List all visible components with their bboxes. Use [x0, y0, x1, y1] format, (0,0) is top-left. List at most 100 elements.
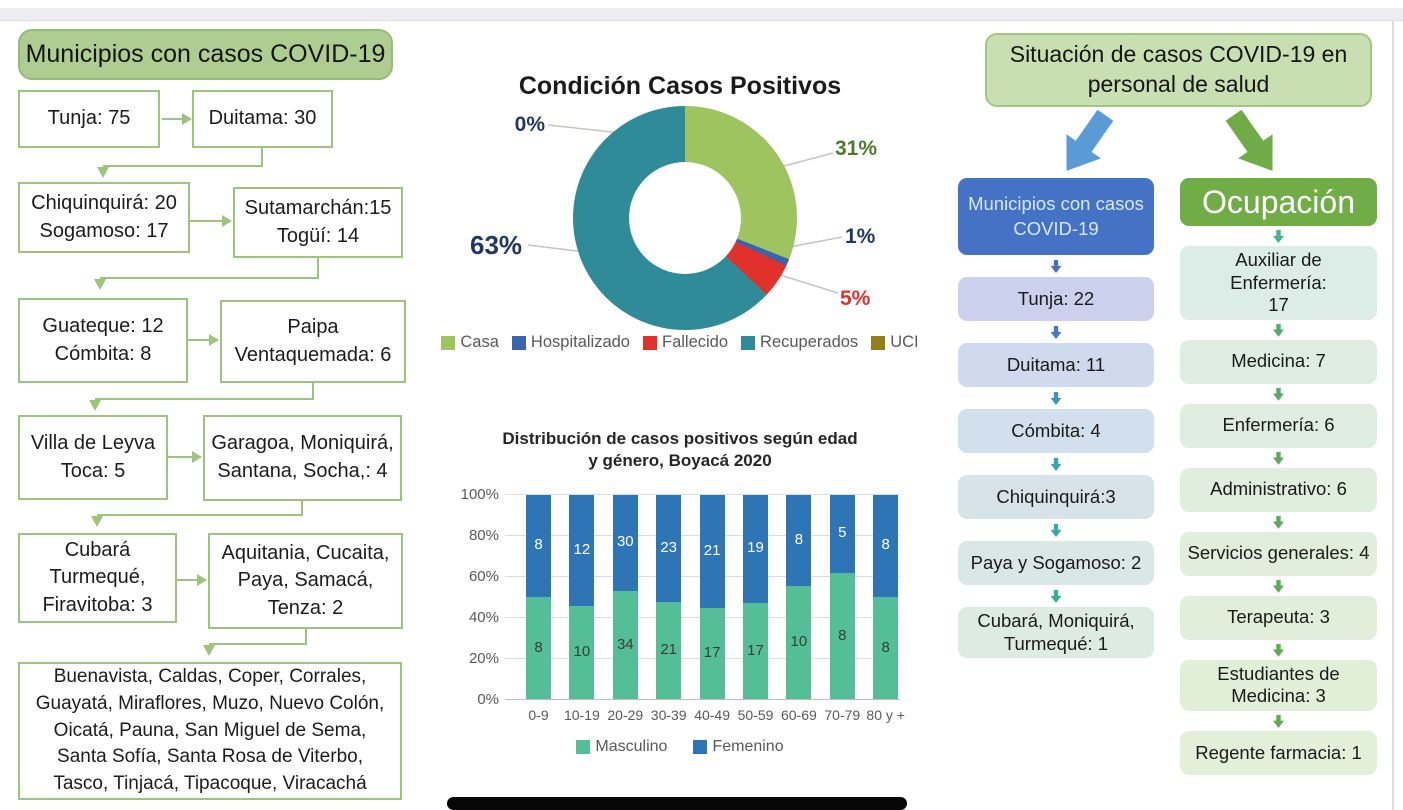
arrow-down-icon — [89, 400, 101, 411]
list-item: Cubará, Moniquirá, Turmequé: 1 — [958, 607, 1154, 659]
flow-node-other-municipios: Buenavista, Caldas, Coper, Corrales, Gua… — [18, 662, 402, 800]
flow-connector — [301, 501, 303, 516]
chain-item: Medicina: 7 — [1180, 320, 1377, 384]
bar-segment-femenino — [829, 495, 855, 574]
chain-item: Paya y Sogamoso: 2 — [958, 519, 1154, 585]
masculino-value-label: 8 — [881, 638, 890, 656]
femenino-value-label: 5 — [838, 524, 847, 542]
y-axis-tick: 40% — [468, 609, 499, 626]
legend-label: Fallecido — [661, 333, 729, 351]
flow-connector — [100, 277, 319, 279]
bar-segment-masculino — [526, 597, 551, 699]
arrow-down-icon — [1050, 260, 1062, 273]
arrow-down-icon — [1050, 326, 1062, 339]
bar-segment-masculino — [569, 606, 595, 699]
list-item: Administrativo: 6 — [1180, 467, 1377, 512]
bar-segment-masculino — [699, 607, 725, 699]
flow-node-aquitania: Aquitania, Cucaita, Paya, Samacá, Tenza:… — [208, 533, 403, 629]
legend-label: Casa — [460, 333, 499, 351]
legend-item: Femenino — [693, 738, 784, 756]
chain-item: Auxiliar de Enfermería: 17 — [1180, 226, 1377, 320]
list-item: Duitama: 11 — [958, 343, 1154, 387]
flow-node-tunja: Tunja: 75 — [18, 90, 160, 148]
municipios-personal-column: Municipios con casos COVID-19 Tunja: 22 … — [958, 178, 1154, 659]
callout-uci-percent: 0% — [514, 113, 545, 136]
list-item: Medicina: 7 — [1180, 339, 1377, 384]
legend-swatch-icon — [871, 335, 886, 350]
condition-donut-chart: Condición Casos Positivos 31% 1% 5% 63% … — [440, 65, 920, 365]
list-item: Auxiliar de Enfermería: 17 — [1180, 246, 1377, 320]
flow-connector — [97, 514, 303, 516]
femenino-value-label: 19 — [747, 539, 764, 557]
masculino-value-label: 17 — [703, 644, 721, 662]
bar-segment-masculino — [786, 585, 812, 699]
arrow-down-icon — [1273, 643, 1284, 657]
health-personnel-panel: Situación de casos COVID-19 en personal … — [950, 25, 1395, 810]
femenino-value-label: 30 — [616, 533, 634, 551]
bar-segment-femenino — [873, 495, 899, 597]
bar-chart-title: Distribución de casos positivos según ed… — [502, 429, 858, 471]
callout-fallecido-percent: 5% — [840, 287, 871, 310]
list-item: Regente farmacia: 1 — [1180, 730, 1377, 775]
femenino-value-label: 8 — [794, 530, 804, 548]
masculino-value-label: 17 — [747, 641, 764, 659]
flow-node-garagoa: Garagoa, Moniquirá, Santana, Socha,: 4 — [203, 415, 402, 501]
bar-segment-masculino — [873, 597, 899, 699]
masculino-value-label: 21 — [660, 641, 678, 659]
list-item: Servicios generales: 4 — [1180, 531, 1377, 576]
list-item: Chiquinquirá:3 — [958, 475, 1154, 519]
arrow-down-icon — [1273, 579, 1284, 593]
bar-column-50-59: 17 19 — [743, 495, 768, 699]
bar-segment-femenino — [569, 495, 595, 607]
arrow-down-icon — [97, 167, 109, 178]
panel-title: Situación de casos COVID-19 en personal … — [985, 33, 1372, 107]
callout-recuperados-percent: 63% — [470, 230, 523, 260]
bar-column-60-69: 10 8 — [786, 495, 812, 699]
x-axis-category: 10-19 — [563, 707, 600, 723]
arrow-down-icon — [91, 516, 103, 527]
ocupacion-column-header: Ocupación — [1180, 178, 1377, 226]
page-edge-divider — [1392, 21, 1394, 810]
flow-connector — [188, 339, 210, 341]
x-axis-category: 30-39 — [650, 707, 687, 723]
bar-segment-femenino — [526, 495, 551, 597]
arrow-down-icon — [1273, 515, 1284, 529]
chain-item: Duitama: 11 — [958, 321, 1154, 387]
flow-connector — [305, 629, 307, 645]
legend-swatch-icon — [576, 740, 591, 754]
callout-casa-percent: 31% — [835, 137, 878, 160]
arrow-right-icon — [182, 113, 192, 125]
bar-column-40-49: 17 21 — [699, 495, 725, 699]
legend-swatch-icon — [741, 335, 756, 350]
y-axis-tick: 20% — [468, 650, 499, 667]
x-axis-category: 70-79 — [824, 707, 861, 723]
legend-item: Recuperados — [741, 333, 858, 352]
chain-item: Cómbita: 4 — [958, 387, 1154, 453]
y-axis-tick: 60% — [468, 568, 499, 585]
flowchart-title: Municipios con casos COVID-19 — [18, 29, 393, 80]
callout-hospitalizado-percent: 1% — [845, 225, 876, 248]
bar-column-20-29: 34 30 — [612, 495, 638, 699]
legend-item: Hospitalizado — [511, 333, 630, 352]
chain-item: Terapeuta: 3 — [1180, 576, 1377, 640]
flow-connector — [168, 456, 193, 458]
list-item: Terapeuta: 3 — [1180, 595, 1377, 640]
arrow-down-icon — [94, 279, 106, 290]
arrow-down-icon — [203, 645, 215, 656]
femenino-value-label: 8 — [881, 536, 890, 554]
chain-item: Enfermería: 6 — [1180, 384, 1377, 448]
legend-item: Casa — [441, 333, 499, 352]
list-item: Tunja: 22 — [958, 277, 1154, 321]
ocupacion-column: Ocupación Auxiliar de Enfermería: 17 Med… — [1180, 178, 1377, 775]
x-axis-category: 60-69 — [780, 707, 817, 723]
y-axis-tick: 100% — [460, 486, 499, 503]
bar-column-80 y +: 88 — [873, 495, 899, 699]
big-blue-arrow-icon — [1049, 103, 1122, 183]
legend-label: Recuperados — [760, 333, 859, 351]
arrow-down-icon — [1050, 590, 1062, 603]
x-axis-category: 40-49 — [694, 707, 730, 723]
list-item: Cómbita: 4 — [958, 409, 1154, 453]
legend-label: Hospitalizado — [530, 333, 630, 351]
